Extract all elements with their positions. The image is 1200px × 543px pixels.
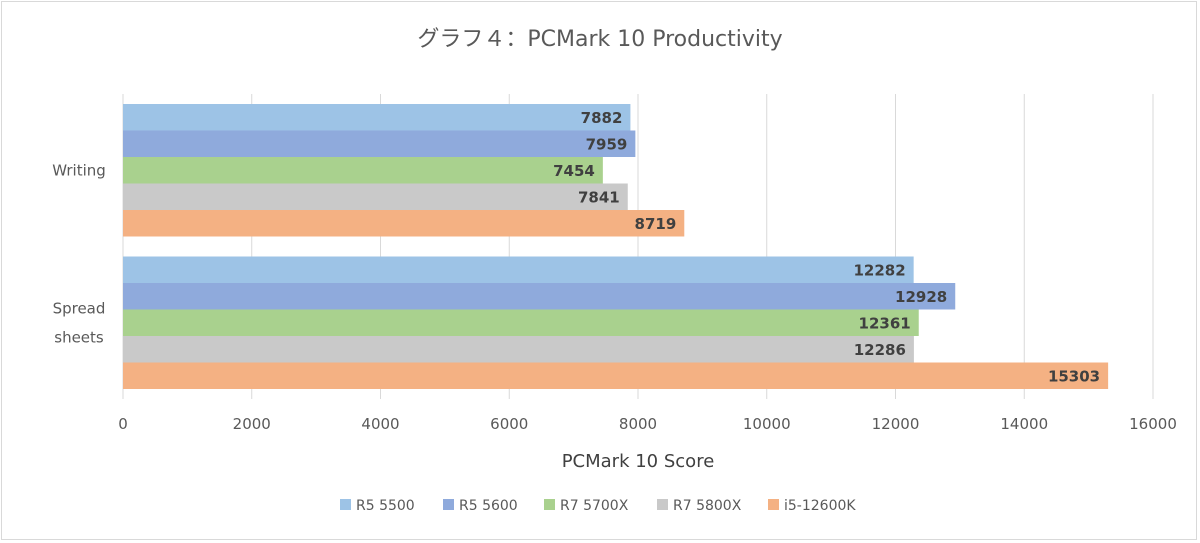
x-tick-label: 10000 <box>743 415 791 433</box>
chart-title: グラフ４：PCMark 10 Productivity <box>417 27 782 52</box>
category-label: Spread sheets <box>53 299 106 346</box>
x-tick-label: 16000 <box>1129 415 1177 433</box>
x-tick-label: 14000 <box>1000 415 1048 433</box>
x-tick-label: 8000 <box>619 415 657 433</box>
bar <box>123 210 685 237</box>
labels-layer: 7882 7959 7454 7841 8719 12282 12928 12361 12286… <box>553 109 1100 386</box>
legend-swatch <box>657 499 668 510</box>
data-label: 15303 <box>1048 367 1100 385</box>
x-tick-label: 6000 <box>490 415 528 433</box>
x-tick-label: 12000 <box>872 415 920 433</box>
bar <box>123 157 603 184</box>
data-label: 8719 <box>635 215 677 233</box>
legend-swatch <box>544 499 555 510</box>
bar <box>123 130 636 157</box>
x-tick-label: 4000 <box>361 415 399 433</box>
legend-swatch <box>768 499 779 510</box>
data-label: 7454 <box>553 162 595 180</box>
bar <box>123 309 919 336</box>
x-axis-title: PCMark 10 Score <box>562 451 715 472</box>
legend-swatch <box>340 499 351 510</box>
legend-label: i5-12600K <box>784 498 856 514</box>
bar <box>123 256 914 283</box>
data-label: 12286 <box>854 341 906 359</box>
bars-layer <box>123 104 1109 389</box>
data-label: 12928 <box>895 288 947 306</box>
data-label: 12282 <box>853 261 905 279</box>
legend-swatch <box>443 499 454 510</box>
legend-label: R7 5700X <box>560 498 629 514</box>
bar <box>123 104 631 131</box>
legend: R5 5500 R5 5600 R7 5700X R7 5800X i5-12600K <box>340 498 856 514</box>
data-label: 12361 <box>859 314 911 332</box>
axis-layer: 0 2000 4000 6000 8000 10000 12000 14000 16000 Wri… <box>52 161 1177 433</box>
data-label: 7882 <box>581 109 623 127</box>
bar <box>123 362 1109 389</box>
legend-label: R7 5800X <box>673 498 742 514</box>
bar <box>123 336 914 363</box>
legend-label: R5 5500 <box>356 498 415 514</box>
x-tick-label: 0 <box>118 415 128 433</box>
data-label: 7841 <box>578 188 620 206</box>
bar <box>123 183 628 210</box>
x-tick-label: 2000 <box>233 415 271 433</box>
data-label: 7959 <box>586 135 628 153</box>
bar <box>123 283 956 310</box>
category-label: Writing <box>52 161 106 179</box>
legend-label: R5 5600 <box>459 498 518 514</box>
